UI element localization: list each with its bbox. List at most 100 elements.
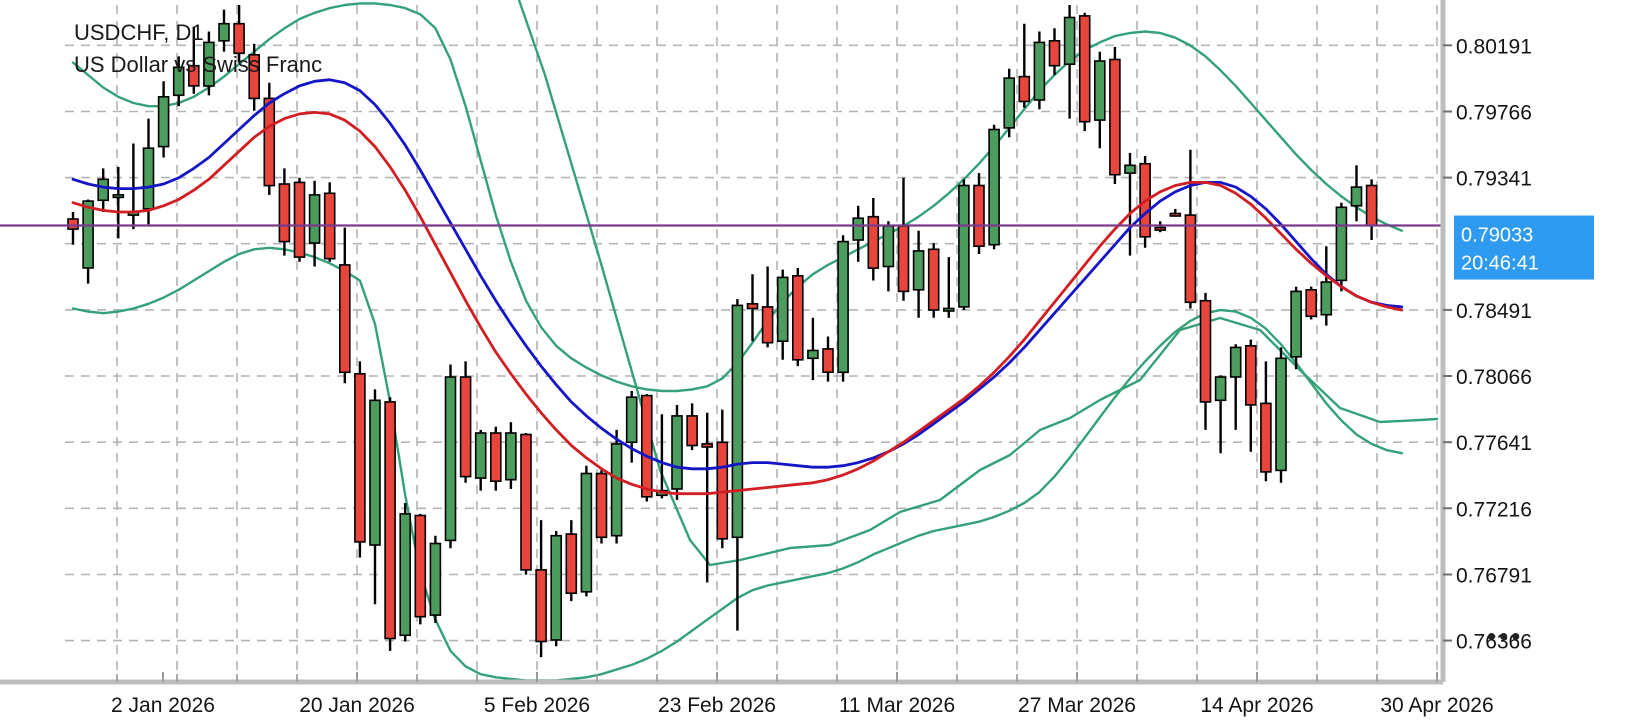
candle[interactable] <box>354 361 366 558</box>
candle[interactable] <box>1033 31 1046 110</box>
candle[interactable] <box>1350 165 1363 222</box>
candle[interactable] <box>776 269 789 360</box>
candle[interactable] <box>852 205 865 262</box>
candle[interactable] <box>988 124 1000 250</box>
candle[interactable] <box>459 361 472 483</box>
price-axis-label[interactable]: 0.76791 <box>1456 565 1532 588</box>
candle[interactable] <box>97 168 109 212</box>
date-axis-labels[interactable]: 2 Jan 2026 20 Jan 2026 5 Feb 2026 23 Feb 20… <box>111 694 1494 717</box>
candle[interactable] <box>1305 286 1317 320</box>
candle[interactable] <box>671 405 683 500</box>
candle[interactable] <box>535 520 547 658</box>
candle[interactable] <box>595 470 608 544</box>
candle[interactable] <box>746 274 759 342</box>
candle[interactable] <box>1290 286 1302 370</box>
price-axis-label[interactable]: 0.78491 <box>1456 300 1532 323</box>
candle[interactable] <box>912 230 925 318</box>
candle[interactable] <box>474 429 487 491</box>
candle[interactable] <box>1245 339 1257 452</box>
candle[interactable] <box>67 212 79 245</box>
candle[interactable] <box>867 198 880 281</box>
more-options-icon[interactable]: ••• <box>1487 621 1523 651</box>
candle[interactable] <box>973 173 985 254</box>
candle[interactable] <box>1214 375 1227 454</box>
candle[interactable] <box>1048 28 1061 75</box>
candle[interactable] <box>1275 347 1287 483</box>
price-axis-label[interactable]: 0.76366 <box>1456 631 1532 654</box>
candle[interactable] <box>429 535 442 623</box>
candle[interactable] <box>640 394 653 502</box>
candle[interactable] <box>550 531 563 647</box>
candle[interactable] <box>1199 292 1212 430</box>
price-axis-label[interactable]: 0.77216 <box>1456 498 1532 521</box>
candle[interactable] <box>1335 202 1348 292</box>
price-axis-label[interactable]: 0.79341 <box>1456 168 1532 191</box>
candle[interactable] <box>218 9 230 52</box>
date-axis-label[interactable]: 5 Feb 2026 <box>484 694 590 717</box>
candle[interactable] <box>1063 5 1076 119</box>
date-axis-label[interactable]: 14 Apr 2026 <box>1200 694 1313 717</box>
candle[interactable] <box>1003 68 1016 138</box>
date-axis-label[interactable]: 11 Mar 2026 <box>839 694 955 717</box>
candle[interactable] <box>338 227 351 384</box>
candle[interactable] <box>958 179 970 310</box>
candle[interactable] <box>248 43 260 111</box>
candle[interactable] <box>701 412 714 583</box>
candle[interactable] <box>414 513 427 625</box>
candle[interactable] <box>625 391 638 463</box>
candle[interactable] <box>686 403 698 451</box>
price-axis-label[interactable]: 0.78066 <box>1456 366 1532 389</box>
candle[interactable] <box>1229 344 1242 430</box>
candle[interactable] <box>308 180 321 267</box>
candle[interactable] <box>384 397 396 651</box>
candle[interactable] <box>1184 149 1197 309</box>
price-axis-label[interactable]: 0.80191 <box>1456 35 1532 58</box>
date-axis-label[interactable]: 23 Feb 2026 <box>658 694 776 717</box>
price-axis-labels[interactable]: 0.80191 0.79766 0.79341 0.78491 0.78066 0.776… <box>1443 35 1532 654</box>
candle[interactable] <box>565 520 578 602</box>
date-axis-label[interactable]: 27 Mar 2026 <box>1018 694 1136 717</box>
candle[interactable] <box>157 81 170 158</box>
price-tag-background[interactable] <box>1454 215 1594 280</box>
candle[interactable] <box>233 5 245 63</box>
candle[interactable] <box>1169 208 1182 217</box>
candle[interactable] <box>580 465 593 597</box>
candle[interactable] <box>172 56 185 107</box>
candle[interactable] <box>1018 23 1031 108</box>
candle[interactable] <box>791 268 804 367</box>
price-axis-label[interactable]: 0.79766 <box>1456 102 1532 125</box>
candle[interactable] <box>203 31 215 96</box>
date-axis-label[interactable]: 20 Jan 2026 <box>299 694 415 717</box>
candle[interactable] <box>1124 152 1136 256</box>
candle[interactable] <box>1320 246 1333 326</box>
candle[interactable] <box>444 364 457 549</box>
candle[interactable] <box>1094 51 1106 149</box>
candle[interactable] <box>489 426 502 491</box>
candle[interactable] <box>399 503 412 642</box>
candle[interactable] <box>82 199 94 284</box>
price-axis-label[interactable]: 0.77641 <box>1456 432 1532 455</box>
candle[interactable] <box>278 168 291 256</box>
candle[interactable] <box>1109 47 1121 184</box>
date-axis-label[interactable]: 30 Apr 2026 <box>1380 694 1493 717</box>
candle[interactable] <box>761 266 774 348</box>
candle[interactable] <box>369 389 381 605</box>
candle[interactable] <box>927 243 940 318</box>
candle[interactable] <box>610 429 623 544</box>
candle[interactable] <box>837 235 849 382</box>
candle[interactable] <box>520 433 532 575</box>
date-axis-label[interactable]: 2 Jan 2026 <box>111 694 215 717</box>
candle[interactable] <box>505 422 517 489</box>
candle[interactable] <box>1260 361 1272 482</box>
candle[interactable] <box>1154 221 1166 233</box>
candle[interactable] <box>142 118 155 225</box>
candle[interactable] <box>822 336 834 382</box>
candle[interactable] <box>293 177 306 262</box>
candle[interactable] <box>323 182 336 262</box>
candle[interactable] <box>1078 12 1091 132</box>
candle[interactable] <box>942 257 955 318</box>
current-price-tag[interactable]: 0.79033 20:46:41 <box>1454 215 1594 280</box>
candle[interactable] <box>807 317 819 381</box>
